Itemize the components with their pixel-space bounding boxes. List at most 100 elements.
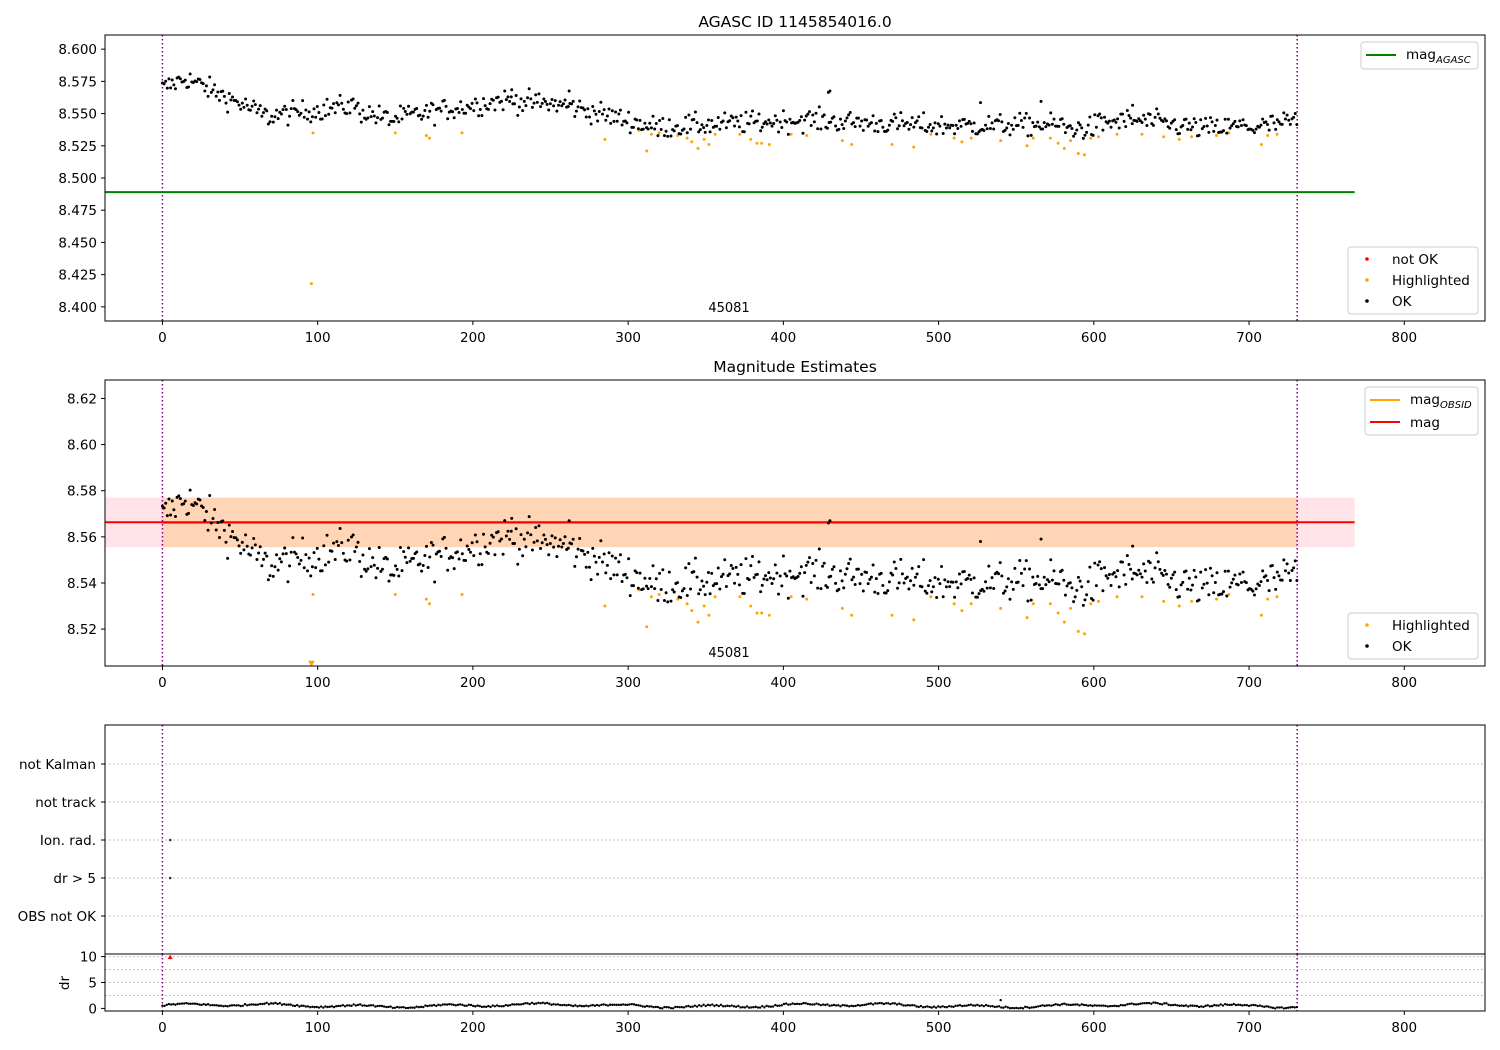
ok-point [612,119,616,123]
dr-point [817,1003,820,1006]
dr-point [1143,1001,1146,1005]
ok-point [764,120,768,124]
ok-point [1266,122,1270,126]
ok-point [312,107,316,111]
ok-point [376,566,380,570]
ok-point [625,576,629,580]
ok-point [244,533,248,537]
ok-point [666,600,670,604]
ok-point [206,528,210,532]
dr-point [302,1004,305,1008]
highlighted-point [1275,595,1279,599]
dr-point [1034,1005,1038,1009]
ok-point [1288,578,1292,582]
dr-point [745,1005,749,1008]
highlighted-point [1115,132,1119,136]
dr-point [198,1003,201,1006]
ok-point [325,533,329,537]
dr-point [193,1002,197,1005]
ok-point [301,99,305,103]
ok-point [346,538,350,542]
dr-point [1173,1003,1177,1007]
ok-point [749,114,753,118]
ok-point [811,562,815,566]
ok-point [936,122,940,126]
ok-point [451,556,455,560]
dr-point [1128,1002,1131,1006]
dr-point [658,1006,662,1010]
ok-point [488,102,492,106]
ok-point [503,89,507,93]
ok-point [967,573,971,577]
dr-point [452,1003,455,1007]
dr-point [1286,1006,1290,1009]
ok-point [623,572,627,576]
ok-point [172,508,176,512]
ok-point [1129,567,1133,571]
dr-point [941,1005,944,1008]
ok-point [618,108,622,112]
ok-point [1026,134,1030,138]
dr-point [789,1003,792,1006]
dr-point [704,1004,707,1008]
ok-point [764,574,768,578]
highlighted-point [427,136,431,140]
ok-point [936,577,940,581]
ok-point [281,552,285,556]
dr-point [867,1002,870,1006]
ok-point [529,97,533,101]
dr-point [687,1004,690,1008]
dr-point [237,1004,240,1007]
ok-point [928,579,932,583]
ok-point [1163,117,1167,121]
ok-point [926,584,930,588]
dr-point [541,1001,544,1004]
ok-point [679,132,683,136]
ok-point [1135,573,1139,577]
ok-point [431,543,435,547]
ok-point [601,560,605,564]
p2-x-tick-label: 200 [460,675,486,691]
ok-point [1202,582,1206,586]
ok-point [811,113,815,117]
dr-point [813,1003,816,1006]
ok-point [1293,559,1297,563]
ok-point [1236,583,1240,587]
ok-point [198,498,202,502]
dr-point [1202,1005,1205,1009]
ok-point [1021,125,1025,129]
panel-1-legend-mag-agasc: magAGASC [1360,41,1479,70]
dr-point [178,1002,182,1005]
legend-label-mag: mag [1410,415,1440,431]
ok-point [460,552,464,556]
dr-point [515,1003,518,1006]
dr-point [1210,1004,1214,1008]
ok-point [165,86,169,90]
ok-point [1222,129,1226,133]
ok-point [1086,123,1090,127]
ok-point [578,99,582,103]
ok-point [224,101,228,105]
ok-point [258,545,262,549]
dr-point [300,1004,303,1007]
flag-label: dr > 5 [53,871,96,887]
dr-point [856,1003,860,1007]
p2-y-tick-label: 8.62 [67,391,97,407]
ok-point [1192,568,1196,572]
dr-point [293,1004,297,1008]
ok-point [242,105,246,109]
highlighted-point [929,595,933,599]
ok-point [1156,560,1160,564]
dr-point [778,1004,781,1007]
dr-point [1189,1004,1192,1007]
ok-point [483,104,487,108]
dr-point [904,1004,907,1007]
ok-point [1131,544,1135,548]
ok-point [1098,560,1102,564]
ok-point [1164,572,1168,576]
p1-x-tick-label: 600 [1081,330,1107,346]
ok-point [635,571,639,575]
dr-point [1293,1006,1296,1009]
ok-point [534,93,538,97]
ok-point [773,114,777,118]
